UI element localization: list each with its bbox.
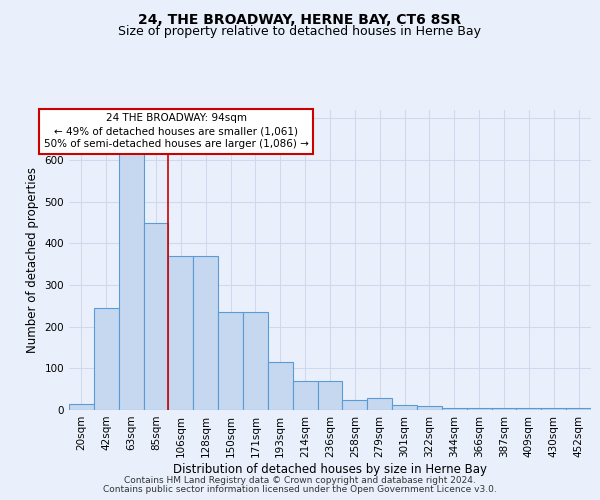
- Bar: [143, 222, 169, 410]
- Bar: [293, 381, 317, 410]
- Text: 24, THE BROADWAY, HERNE BAY, CT6 8SR: 24, THE BROADWAY, HERNE BAY, CT6 8SR: [139, 12, 461, 26]
- Text: Contains public sector information licensed under the Open Government Licence v3: Contains public sector information licen…: [103, 485, 497, 494]
- Bar: [119, 139, 143, 410]
- Bar: [268, 362, 293, 410]
- Text: 24 THE BROADWAY: 94sqm
← 49% of detached houses are smaller (1,061)
50% of semi-: 24 THE BROADWAY: 94sqm ← 49% of detached…: [44, 113, 308, 150]
- Bar: [69, 404, 94, 410]
- Bar: [193, 256, 218, 410]
- Bar: [491, 408, 517, 410]
- Text: Contains HM Land Registry data © Crown copyright and database right 2024.: Contains HM Land Registry data © Crown c…: [124, 476, 476, 485]
- Bar: [541, 408, 566, 410]
- Bar: [417, 406, 442, 410]
- Bar: [317, 381, 343, 410]
- Y-axis label: Number of detached properties: Number of detached properties: [26, 167, 39, 353]
- Bar: [442, 408, 467, 410]
- Bar: [169, 256, 193, 410]
- Bar: [566, 408, 591, 410]
- Text: Size of property relative to detached houses in Herne Bay: Size of property relative to detached ho…: [119, 25, 482, 38]
- X-axis label: Distribution of detached houses by size in Herne Bay: Distribution of detached houses by size …: [173, 462, 487, 475]
- Bar: [467, 408, 491, 410]
- Bar: [243, 312, 268, 410]
- Bar: [392, 405, 417, 410]
- Bar: [343, 400, 367, 410]
- Bar: [218, 312, 243, 410]
- Bar: [94, 308, 119, 410]
- Bar: [367, 398, 392, 410]
- Bar: [517, 408, 541, 410]
